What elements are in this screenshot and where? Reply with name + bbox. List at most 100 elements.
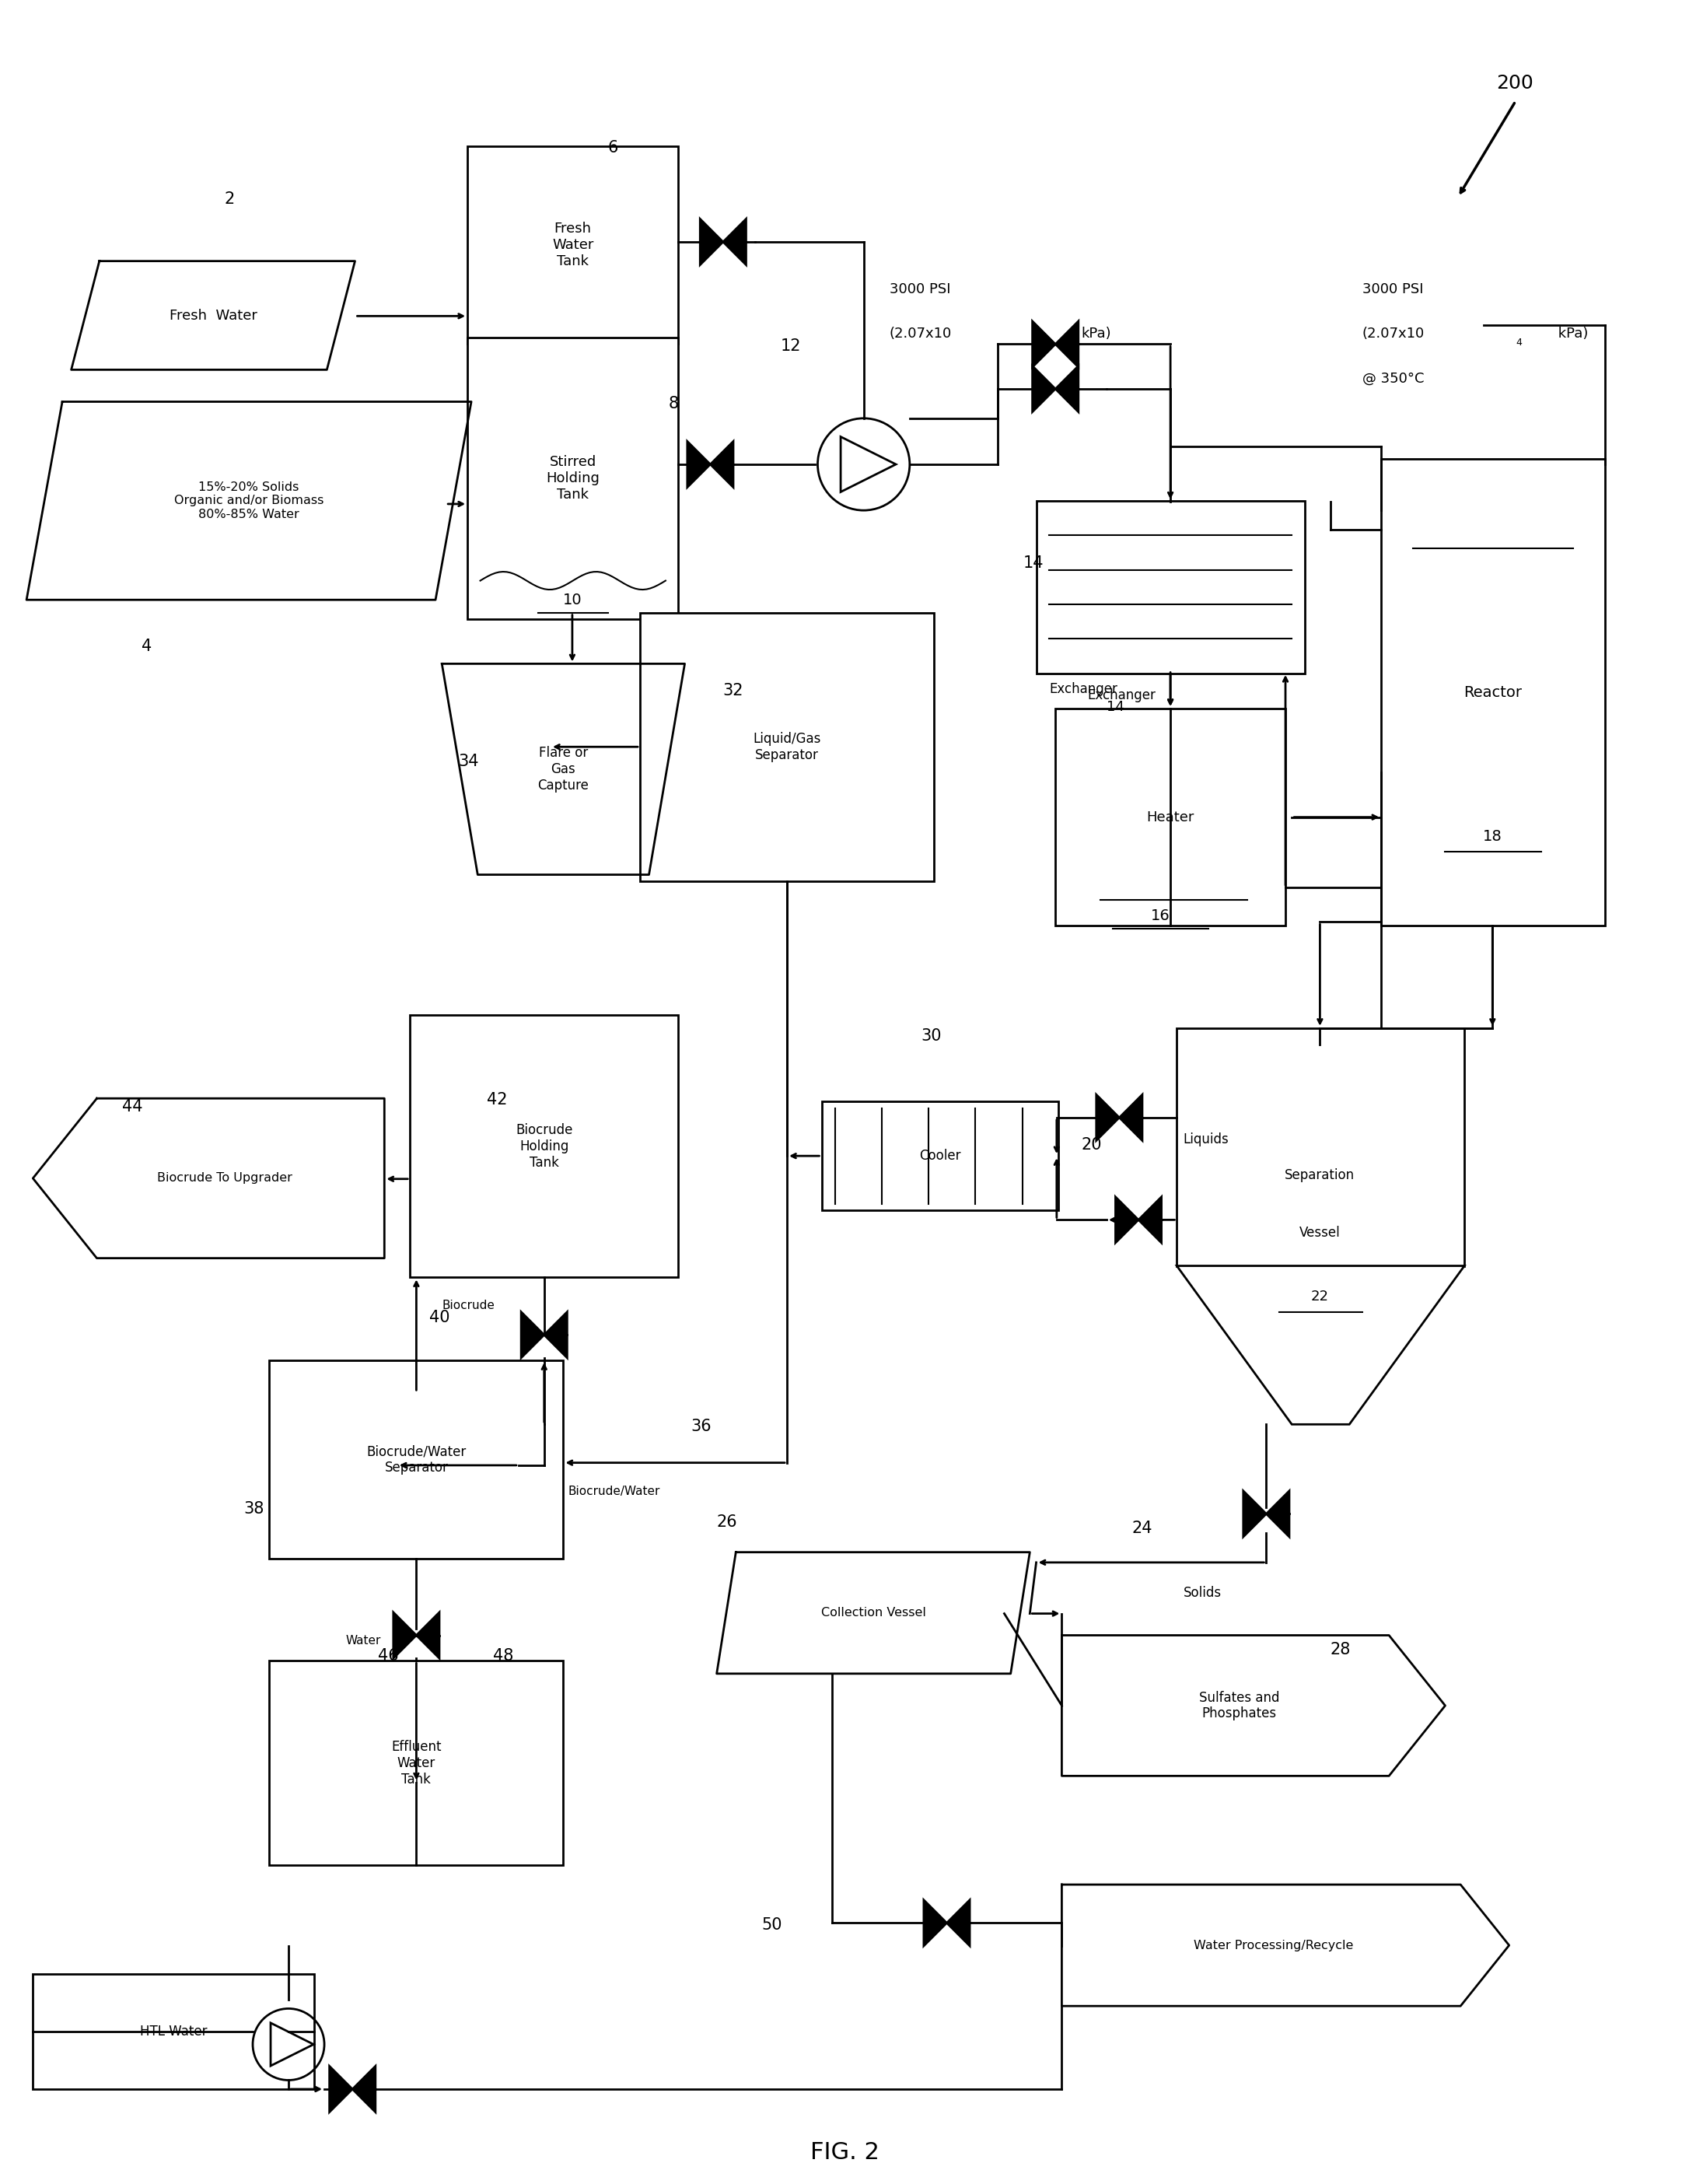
Text: 26: 26 — [716, 1514, 738, 1529]
Text: Heater: Heater — [1147, 810, 1194, 823]
Polygon shape — [1115, 1197, 1138, 1243]
Polygon shape — [329, 2066, 353, 2112]
Text: 46: 46 — [378, 1649, 399, 1664]
Polygon shape — [1032, 367, 1056, 413]
FancyBboxPatch shape — [1382, 459, 1605, 926]
Polygon shape — [1056, 367, 1078, 413]
Text: 8: 8 — [669, 395, 679, 411]
Polygon shape — [1138, 1197, 1162, 1243]
Polygon shape — [27, 402, 471, 601]
Text: Liquid/Gas
Separator: Liquid/Gas Separator — [753, 732, 821, 762]
Text: 48: 48 — [493, 1649, 513, 1664]
FancyBboxPatch shape — [823, 1101, 1059, 1210]
FancyBboxPatch shape — [1056, 708, 1285, 926]
Text: 32: 32 — [723, 684, 743, 699]
Text: 34: 34 — [458, 753, 480, 769]
Text: Biocrude To Upgrader: Biocrude To Upgrader — [157, 1173, 292, 1184]
FancyBboxPatch shape — [32, 1974, 314, 2090]
Text: Sulfates and
Phosphates: Sulfates and Phosphates — [1199, 1690, 1280, 1721]
Text: 4: 4 — [142, 638, 152, 653]
Polygon shape — [1062, 1636, 1446, 1776]
Polygon shape — [71, 262, 355, 369]
Text: 15%-20% Solids
Organic and/or Biomass
80%-85% Water: 15%-20% Solids Organic and/or Biomass 80… — [174, 480, 324, 520]
Polygon shape — [687, 441, 711, 487]
Text: Vessel: Vessel — [1299, 1225, 1341, 1241]
Text: FIG. 2: FIG. 2 — [811, 2143, 878, 2164]
Text: @ 350°C: @ 350°C — [1361, 371, 1424, 387]
Polygon shape — [1032, 321, 1056, 367]
Text: Biocrude
Holding
Tank: Biocrude Holding Tank — [515, 1123, 573, 1168]
Text: Water: Water — [346, 1636, 382, 1647]
Polygon shape — [522, 1313, 544, 1358]
Text: 44: 44 — [122, 1099, 144, 1114]
Polygon shape — [544, 1313, 568, 1358]
Text: 10: 10 — [562, 592, 581, 607]
Text: (2.07x10: (2.07x10 — [1361, 328, 1424, 341]
Text: Fresh
Water
Tank: Fresh Water Tank — [552, 223, 593, 269]
Polygon shape — [924, 1900, 948, 1946]
Polygon shape — [711, 441, 733, 487]
Text: 16: 16 — [1150, 909, 1170, 924]
Text: 38: 38 — [243, 1500, 263, 1518]
Text: 3000 PSI: 3000 PSI — [1361, 282, 1424, 297]
Text: Liquids: Liquids — [1184, 1131, 1230, 1147]
Text: 18: 18 — [1483, 830, 1502, 843]
Text: 22: 22 — [1311, 1289, 1329, 1304]
Text: Collection Vessel: Collection Vessel — [821, 1607, 926, 1618]
Text: Separation: Separation — [1285, 1168, 1355, 1182]
Polygon shape — [1267, 1492, 1289, 1538]
Text: 14: 14 — [1106, 701, 1125, 714]
Text: 24: 24 — [1132, 1520, 1152, 1535]
Text: 28: 28 — [1331, 1642, 1351, 1658]
Text: 2: 2 — [225, 192, 235, 207]
Polygon shape — [723, 218, 747, 264]
Polygon shape — [1243, 1492, 1267, 1538]
Polygon shape — [1056, 321, 1078, 367]
Text: 4: 4 — [1515, 339, 1522, 347]
Text: 4: 4 — [1042, 339, 1049, 347]
Text: 50: 50 — [762, 1918, 782, 1933]
Text: Biocrude/Water
Separator: Biocrude/Water Separator — [367, 1444, 466, 1474]
FancyBboxPatch shape — [1177, 1029, 1464, 1267]
Text: 3000 PSI: 3000 PSI — [888, 282, 951, 297]
Text: Biocrude/Water: Biocrude/Water — [569, 1485, 660, 1496]
FancyBboxPatch shape — [410, 1016, 679, 1278]
Text: Effluent
Water
Tank: Effluent Water Tank — [392, 1741, 441, 1787]
Text: 42: 42 — [486, 1092, 507, 1107]
Text: Water Processing/Recycle: Water Processing/Recycle — [1194, 1939, 1353, 1950]
Text: Solids: Solids — [1184, 1586, 1221, 1601]
Polygon shape — [1096, 1094, 1120, 1140]
Text: 12: 12 — [780, 339, 801, 354]
Text: Cooler: Cooler — [919, 1149, 961, 1162]
Text: 36: 36 — [691, 1417, 711, 1435]
Polygon shape — [443, 664, 684, 874]
FancyBboxPatch shape — [468, 146, 679, 345]
FancyBboxPatch shape — [269, 1361, 564, 1559]
Text: Biocrude: Biocrude — [443, 1299, 495, 1313]
Polygon shape — [1120, 1094, 1142, 1140]
Polygon shape — [32, 1099, 385, 1258]
Text: 200: 200 — [1496, 74, 1534, 92]
Polygon shape — [415, 1612, 439, 1658]
Text: kPa): kPa) — [1081, 328, 1111, 341]
Text: HTL Water: HTL Water — [140, 2025, 208, 2038]
Text: Reactor: Reactor — [1464, 686, 1522, 699]
FancyBboxPatch shape — [468, 339, 679, 618]
Text: 20: 20 — [1081, 1138, 1101, 1153]
Polygon shape — [1177, 1267, 1464, 1424]
Polygon shape — [353, 2066, 375, 2112]
Polygon shape — [948, 1900, 969, 1946]
Text: Exchanger: Exchanger — [1088, 688, 1155, 703]
Text: Flare or
Gas
Capture: Flare or Gas Capture — [537, 747, 589, 793]
Text: Stirred
Holding
Tank: Stirred Holding Tank — [546, 454, 600, 502]
Text: kPa): kPa) — [1554, 328, 1588, 341]
Text: Fresh  Water: Fresh Water — [169, 308, 257, 323]
FancyBboxPatch shape — [269, 1660, 564, 1865]
Text: Exchanger: Exchanger — [1049, 681, 1118, 697]
FancyBboxPatch shape — [1037, 500, 1304, 673]
Text: 6: 6 — [608, 140, 618, 155]
FancyBboxPatch shape — [640, 614, 934, 880]
Polygon shape — [716, 1553, 1030, 1673]
Text: 30: 30 — [921, 1029, 942, 1044]
Text: 14: 14 — [1024, 555, 1044, 570]
